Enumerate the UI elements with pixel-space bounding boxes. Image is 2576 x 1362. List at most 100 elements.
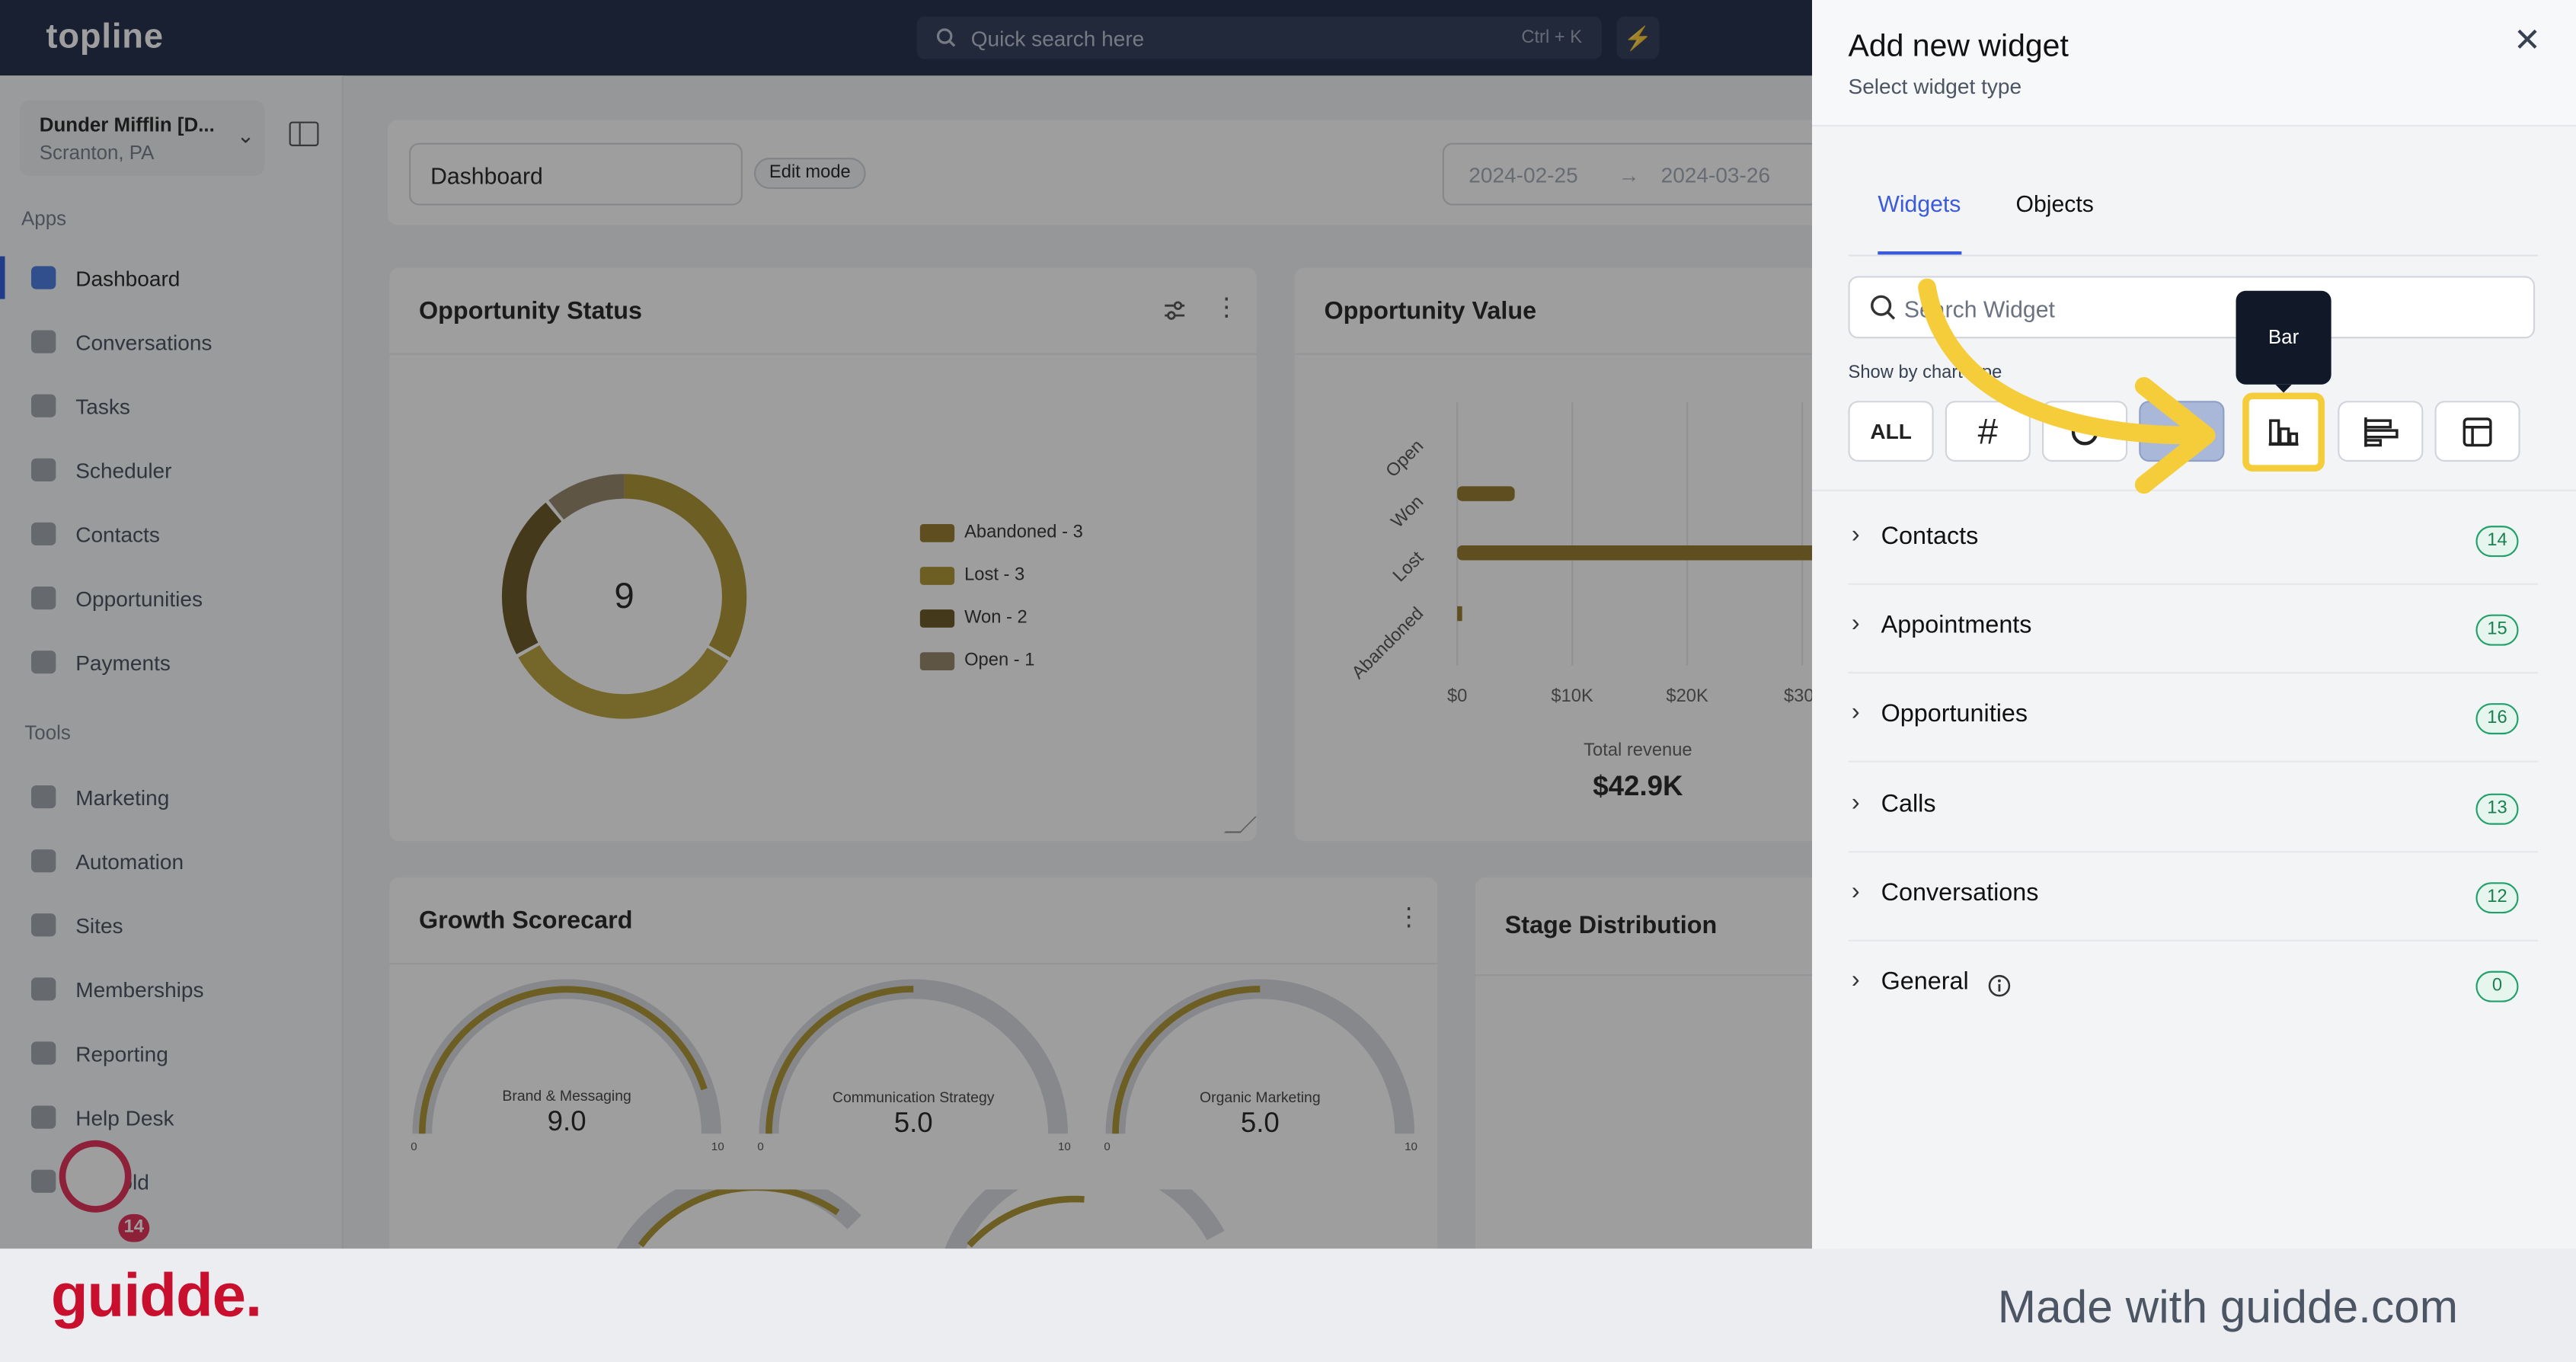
category-name: Calls [1881,790,1936,819]
horizontal-bar-icon [2364,417,2399,447]
sidebar-item-scheduler[interactable]: Scheduler [0,443,344,496]
sidebar-toggle-icon[interactable] [289,121,319,146]
date-range-picker[interactable]: 2024-02-25 → 2024-03-26 [1442,142,1820,206]
apps-section-label: Apps [21,206,67,230]
gauge-label: Communication Strategy [832,1089,995,1106]
pie-icon [30,1041,56,1065]
chart-type-all-button[interactable]: ALL [1848,401,1934,462]
mail-icon [30,1169,56,1193]
legend-label: Open - 1 [964,651,1035,670]
sidebar-item-sites[interactable]: Sites [0,899,344,951]
panel-title: Add new widget [1848,29,2069,65]
category-conversations[interactable]: › Conversations 12 [1848,852,2539,942]
gauge-value: 5.0 [1240,1107,1280,1139]
dashboard-select[interactable]: Dashboard [409,142,743,206]
category-appointments[interactable]: › Appointments 15 [1848,585,2539,674]
chart-type-bar-button[interactable] [2242,392,2325,472]
chevron-right-icon: › [1851,609,1860,638]
gauge-max: 10 [1058,1141,1071,1154]
more-menu-icon[interactable]: ⋮ [1213,294,1239,322]
sidebar-item-help-desk[interactable]: Help Desk [0,1091,344,1143]
search-icon [936,28,956,47]
card-divider [1294,353,1837,355]
edit-mode-badge[interactable]: Edit mode [754,158,866,190]
app-logo[interactable]: topline [46,18,164,56]
quick-search[interactable]: Quick search here Ctrl + K [916,16,1602,59]
info-icon[interactable] [1988,974,2011,997]
bar-chart-icon [2268,419,2299,446]
sidebar-item-marketing[interactable]: Marketing [0,771,344,823]
x-tick-label: $20K [1666,686,1708,706]
chevron-right-icon: › [1851,698,1860,727]
card-divider [389,353,1258,355]
card-divider [389,962,1438,965]
close-icon[interactable]: ✕ [2514,23,2542,59]
sidebar-item-contacts[interactable]: Contacts [0,507,344,560]
donut-segment-open [501,474,747,719]
card-divider [1475,974,1837,977]
category-name: Appointments [1881,611,2032,639]
lightning-icon[interactable]: ⚡ [1616,16,1660,59]
row-divider [1848,851,2539,853]
gauge-min: 0 [1104,1141,1111,1154]
chart-type-table-button[interactable] [2434,401,2520,462]
location-switcher[interactable]: Dunder Mifflin [D... Scranton, PA ⌄ [19,100,265,176]
opportunity-value-title: Opportunity Value [1324,297,1537,326]
legend-swatch [919,652,955,670]
avatar[interactable] [59,1140,132,1213]
x-tick-label: $0 [1447,686,1467,706]
sidebar-item-opportunities[interactable]: Opportunities [0,572,344,625]
legend-label: Lost - 3 [964,564,1025,585]
bar-lost[interactable] [1457,545,1816,561]
modal-backdrop[interactable] [0,0,1813,1362]
sidebar-item-tasks[interactable]: Tasks [0,379,344,432]
category-count-badge: 12 [2475,882,2519,914]
chart-type-horizontal-bar-button[interactable] [2338,401,2424,462]
legend-label: Abandoned - 3 [964,522,1083,542]
category-opportunities[interactable]: › Opportunities 16 [1848,673,2539,763]
made-with-text[interactable]: Made with guidde.com [1997,1281,2459,1333]
bar-abandoned[interactable] [1457,606,1462,622]
gauge-value: 5.0 [893,1107,933,1139]
total-revenue-label: Total revenue [1584,740,1692,761]
sidebar-item-label: Marketing [75,785,170,810]
sidebar-item-reporting[interactable]: Reporting [0,1027,344,1079]
filter-icon[interactable] [1163,299,1186,322]
dashboard-icon [30,266,56,289]
date-from: 2024-02-25 [1469,162,1578,187]
legend-swatch [919,524,955,542]
sidebar: Dunder Mifflin [D... Scranton, PA ⌄ Apps… [0,75,344,1249]
category-general[interactable]: › General 0 [1849,942,2539,1030]
sidebar-item-memberships[interactable]: Memberships [0,963,344,1015]
sidebar-item-conversations[interactable]: Conversations [0,315,344,368]
category-name: Conversations [1881,878,2039,907]
sidebar-item-label: Conversations [75,330,213,355]
growth-scorecard-title: Growth Scorecard [419,906,633,935]
sidebar-item-label: Payments [75,651,171,676]
donut-center-value: 9 [614,574,634,616]
gauge-max: 10 [1405,1141,1417,1154]
tab-widgets[interactable]: Widgets [1878,190,1961,217]
quick-search-placeholder: Quick search here [970,26,1145,51]
row-divider [1848,672,2539,674]
more-menu-icon[interactable]: ⋮ [1396,903,1421,932]
tabs-divider [1848,254,2539,257]
opportunity-status-title: Opportunity Status [419,297,642,326]
chevron-down-icon: ⌄ [236,123,255,149]
category-count-badge: 15 [2475,614,2519,646]
sidebar-item-automation[interactable]: Automation [0,835,344,887]
guidde-logo[interactable]: guidde. [50,1261,262,1329]
gauge-brand-messaging [412,979,721,1134]
date-to: 2024-03-26 [1660,162,1771,187]
sidebar-item-label: Contacts [75,522,160,548]
category-calls[interactable]: › Calls 13 [1848,764,2539,853]
tab-objects[interactable]: Objects [2015,190,2094,217]
bar-won[interactable] [1457,486,1515,501]
category-contacts[interactable]: › Contacts 14 [1848,496,2539,585]
donut-segment-lost [501,474,747,719]
category-name: General [1881,967,1969,996]
sidebar-item-dashboard[interactable]: Dashboard [0,251,344,304]
dashboard-name: Dashboard [430,162,543,190]
sidebar-item-payments[interactable]: Payments [0,636,344,689]
